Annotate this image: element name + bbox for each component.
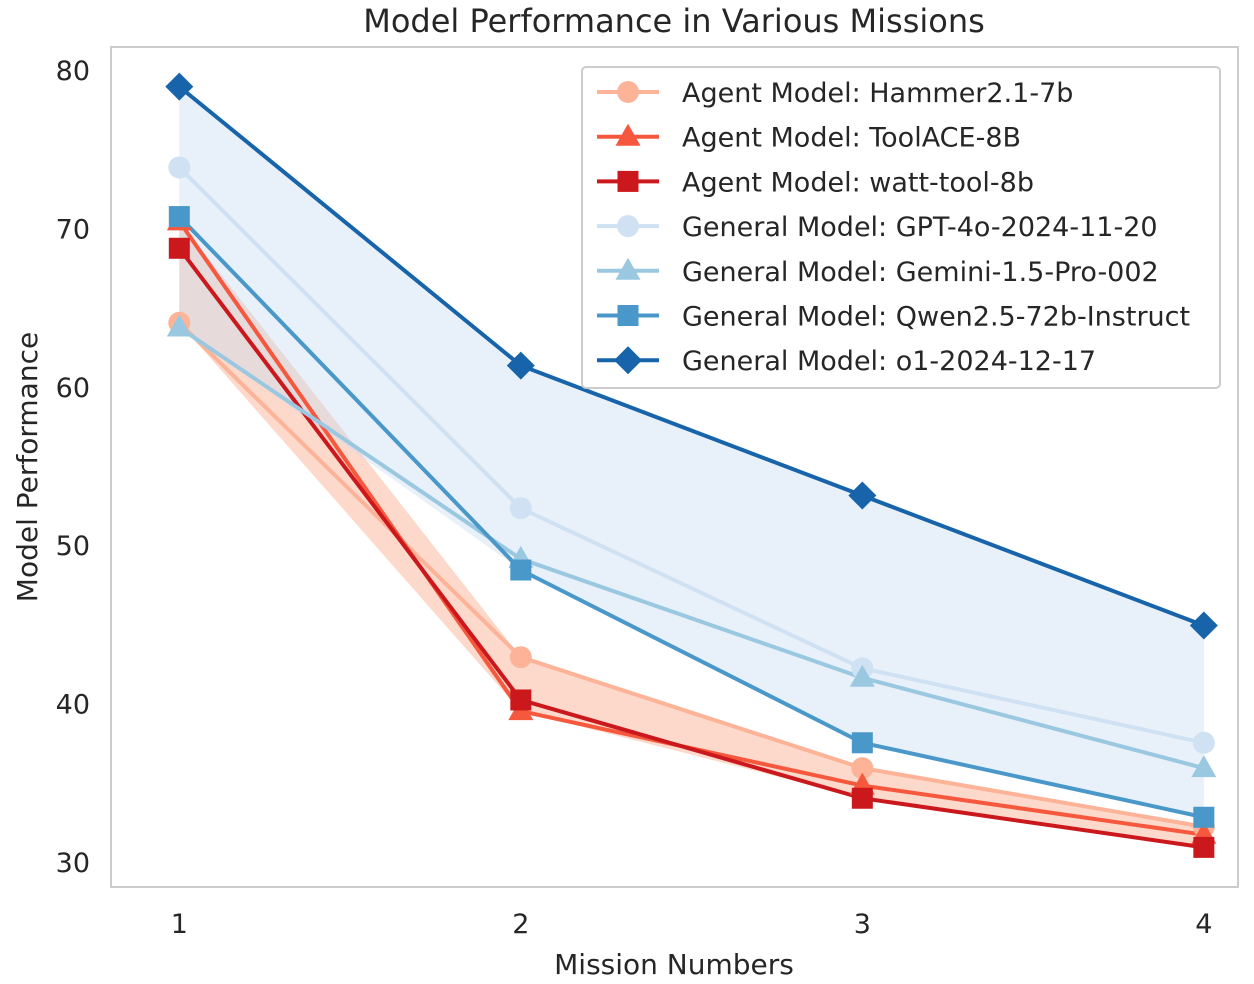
data-point-s5-1 xyxy=(510,559,532,581)
legend-item: General Model: Qwen2.5-72b-Instruct xyxy=(597,302,1190,333)
data-point-s4-0 xyxy=(166,314,192,337)
x-tick-label: 4 xyxy=(1195,909,1212,940)
legend-box xyxy=(581,66,1221,389)
legend-marker xyxy=(615,257,641,280)
data-point-s5-2 xyxy=(851,732,873,754)
legend-marker xyxy=(617,170,639,192)
data-point-s6-0 xyxy=(165,72,194,101)
legend-item: General Model: Gemini-1.5-Pro-002 xyxy=(597,257,1159,288)
legend-label: General Model: o1-2024-12-17 xyxy=(682,346,1096,377)
legend-label: General Model: Gemini-1.5-Pro-002 xyxy=(682,257,1159,288)
legend-item: Agent Model: Hammer2.1-7b xyxy=(597,78,1073,109)
series-line-4 xyxy=(178,325,1205,771)
legend-marker xyxy=(617,305,639,326)
data-point-s2-1 xyxy=(510,689,532,711)
data-point-s3-3 xyxy=(1192,731,1215,754)
series-line-5 xyxy=(177,215,1205,820)
data-point-s2-0 xyxy=(168,237,190,259)
x-tick-label: 3 xyxy=(854,909,871,940)
series-line-0 xyxy=(177,321,1205,829)
y-tick-label: 30 xyxy=(56,848,90,879)
lines-layer xyxy=(177,85,1205,850)
bands-layer xyxy=(179,86,1204,848)
y-tick-label: 40 xyxy=(56,690,90,721)
data-point-s4-2 xyxy=(849,664,875,687)
series-line-2 xyxy=(177,247,1205,850)
chart-title: Model Performance in Various Missions xyxy=(363,2,985,40)
data-point-s6-2 xyxy=(848,481,877,510)
legend-marker xyxy=(617,215,639,238)
x-ticks: 1 2 3 4 xyxy=(171,909,1213,940)
data-point-s5-0 xyxy=(168,206,190,228)
data-point-s4-3 xyxy=(1191,755,1217,778)
x-tick-label: 2 xyxy=(512,909,529,940)
data-point-s2-2 xyxy=(851,787,873,809)
legend-item: Agent Model: ToolACE-8B xyxy=(597,123,1021,154)
y-tick-label: 60 xyxy=(56,373,90,404)
agent-range-band xyxy=(179,221,1204,848)
data-point-s6-1 xyxy=(506,351,535,380)
plot-frame xyxy=(110,46,1239,888)
series-line-3 xyxy=(177,166,1205,745)
y-tick-label: 80 xyxy=(56,56,90,87)
legend: Agent Model: Hammer2.1-7b Agent Model: To… xyxy=(581,66,1221,389)
series-line-6 xyxy=(178,85,1205,628)
data-point-s6-3 xyxy=(1189,611,1218,640)
legend-marker xyxy=(617,81,639,103)
x-tick-label: 1 xyxy=(171,909,188,940)
y-tick-label: 50 xyxy=(56,531,90,562)
legend-label: Agent Model: Hammer2.1-7b xyxy=(682,78,1073,109)
legend-label: General Model: GPT-4o-2024-11-20 xyxy=(682,212,1158,243)
legend-marker xyxy=(615,123,641,146)
legend-marker xyxy=(614,346,642,375)
data-point-s0-2 xyxy=(851,757,874,780)
legend-item: General Model: o1-2024-12-17 xyxy=(597,346,1096,377)
legend-label: General Model: Qwen2.5-72b-Instruct xyxy=(682,302,1190,333)
y-ticks: 30 40 50 60 70 80 xyxy=(56,56,90,879)
general-range-band xyxy=(179,86,1204,818)
legend-item: General Model: GPT-4o-2024-11-20 xyxy=(597,212,1158,243)
markers-layer xyxy=(165,72,1218,858)
data-point-s0-1 xyxy=(509,646,532,669)
data-point-s2-3 xyxy=(1193,836,1215,858)
y-axis-label: Model Performance xyxy=(11,332,44,602)
data-point-s5-3 xyxy=(1193,806,1215,828)
legend-label: Agent Model: watt-tool-8b xyxy=(682,167,1034,198)
x-axis-label: Mission Numbers xyxy=(554,948,794,981)
data-point-s3-0 xyxy=(168,156,191,179)
data-point-s3-1 xyxy=(509,497,532,520)
legend-item: Agent Model: watt-tool-8b xyxy=(597,167,1034,198)
y-tick-label: 70 xyxy=(56,214,90,245)
legend-label: Agent Model: ToolACE-8B xyxy=(682,123,1021,154)
